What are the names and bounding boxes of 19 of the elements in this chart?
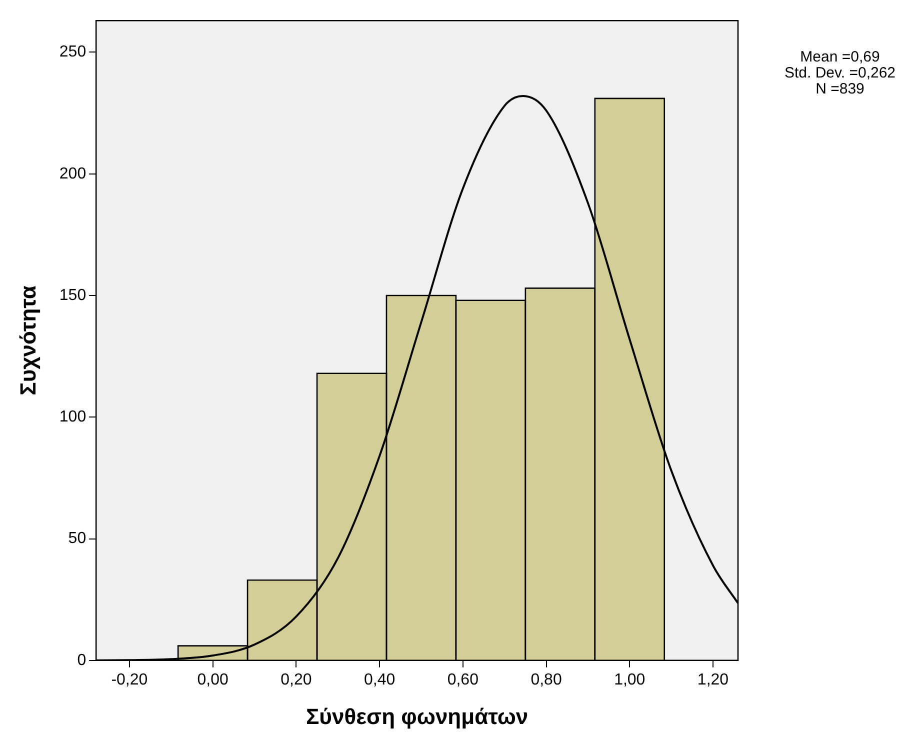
x-tick-label: -0,20 (111, 671, 148, 688)
y-tick-label: 50 (68, 530, 86, 548)
x-tick-label: 0,00 (197, 671, 228, 688)
y-axis-title: Συχνότητα (15, 285, 40, 396)
y-tick-label: 200 (59, 165, 86, 182)
x-tick-label: 1,00 (614, 671, 646, 688)
x-axis-title: Σύνθεση φωνημάτων (306, 704, 528, 729)
y-tick-label: 250 (59, 44, 86, 61)
text: Mean =0,69 (800, 48, 880, 66)
x-tick-label: 0,80 (530, 671, 562, 688)
x-tick-label: 1,20 (697, 671, 729, 688)
text: Std. Dev. =0,262 (784, 64, 896, 82)
x-tick-label: 0,60 (447, 671, 479, 688)
y-tick-label: 0 (77, 652, 86, 669)
x-tick-label: 0,40 (364, 671, 396, 688)
y-tick-label: 150 (59, 286, 86, 304)
text: N =839 (816, 80, 864, 98)
x-tick-label: 0,20 (280, 671, 312, 688)
y-tick-label: 100 (59, 408, 86, 426)
